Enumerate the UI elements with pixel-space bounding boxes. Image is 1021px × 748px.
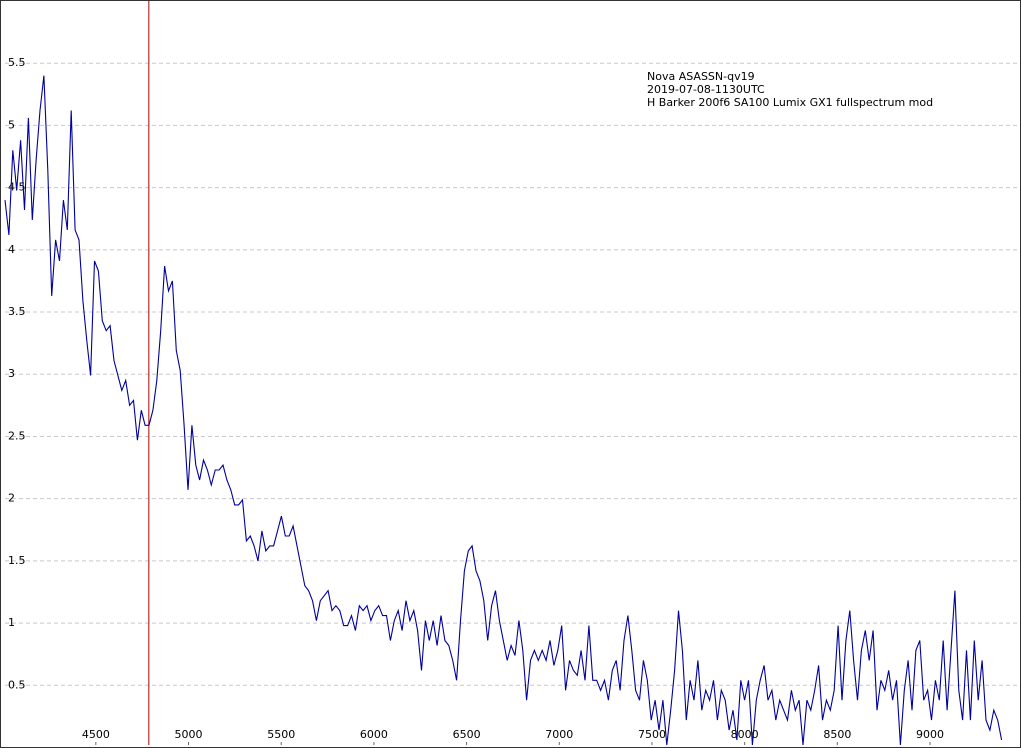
y-tick-label: 1.5 [8, 554, 26, 567]
x-tick-label: 5500 [267, 728, 295, 741]
annotation: 2019-07-08-1130UTC [647, 83, 765, 96]
y-tick-label: 5 [8, 118, 15, 131]
x-tick-label: 6000 [360, 728, 388, 741]
spectrum-line [4, 75, 1003, 746]
x-tick-label: 5000 [175, 728, 203, 741]
y-tick-label: 3.5 [8, 305, 26, 318]
y-tick-label: 1 [8, 616, 15, 629]
y-tick-label: 4 [8, 243, 15, 256]
x-tick-label: 6500 [453, 728, 481, 741]
x-tick-label: 8000 [731, 728, 759, 741]
y-tick-label: 5.5 [8, 56, 26, 69]
y-tick-label: 0.5 [8, 678, 26, 691]
y-tick-label: 3 [8, 367, 15, 380]
x-tick-label: 4500 [82, 728, 110, 741]
y-tick-label: 2.5 [8, 429, 26, 442]
x-tick-label: 7500 [638, 728, 666, 741]
x-tick-label: 7000 [545, 728, 573, 741]
x-tick-label: 9000 [916, 728, 944, 741]
annotation: H Barker 200f6 SA100 Lumix GX1 fullspect… [647, 96, 933, 109]
y-tick-label: 2 [8, 492, 15, 505]
x-tick-label: 8500 [823, 728, 851, 741]
annotation: Nova ASASSN-qv19 [647, 70, 755, 83]
